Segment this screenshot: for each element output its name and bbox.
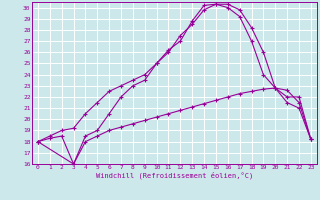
- X-axis label: Windchill (Refroidissement éolien,°C): Windchill (Refroidissement éolien,°C): [96, 172, 253, 179]
